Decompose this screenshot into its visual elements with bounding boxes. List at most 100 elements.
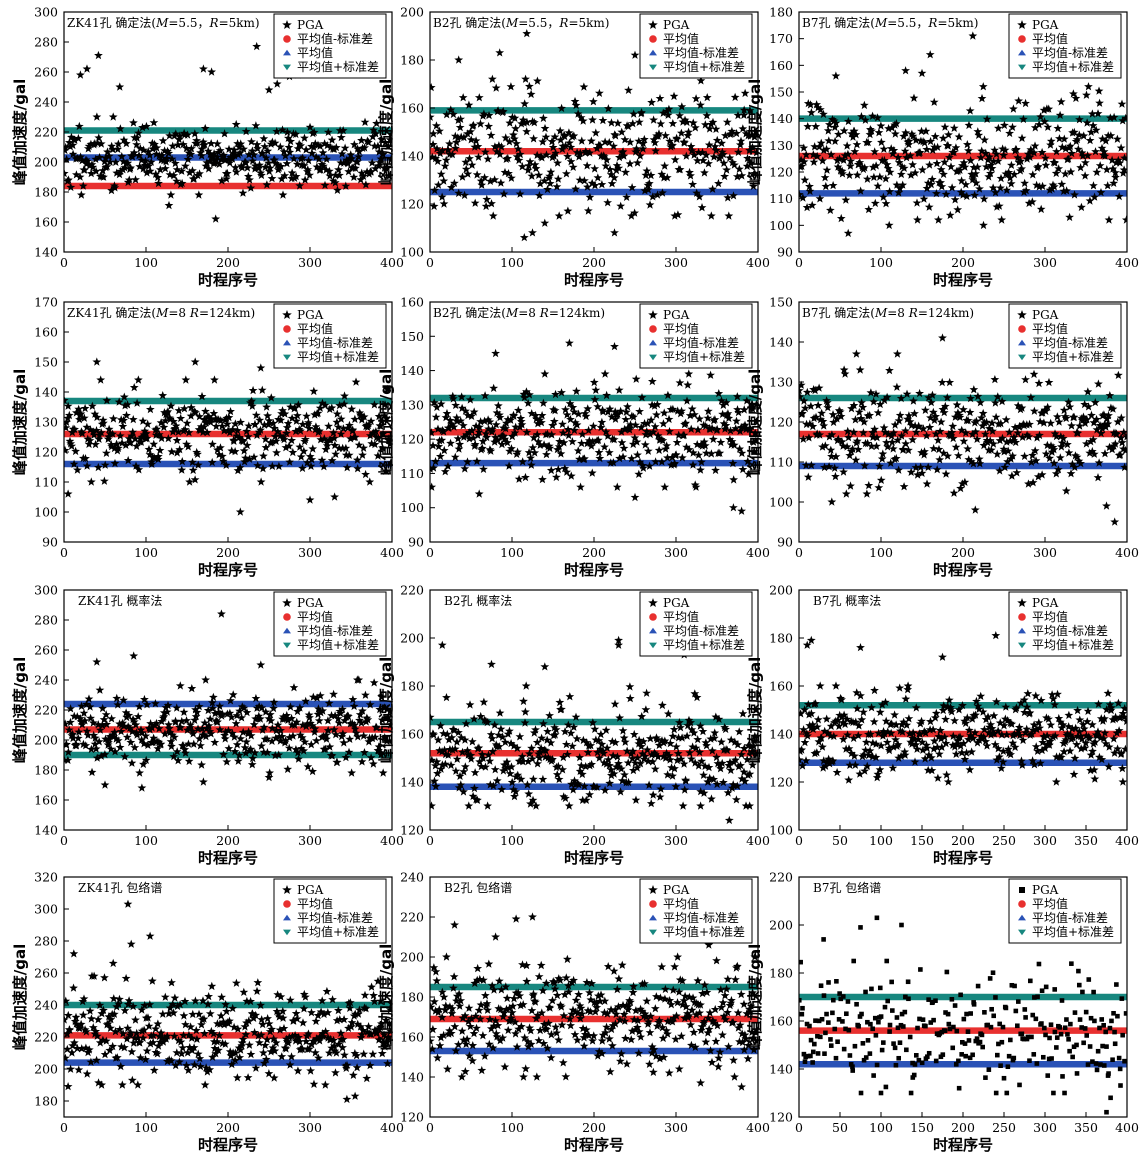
data-point [301,1037,311,1046]
data-point [250,164,260,173]
data-point [434,1005,444,1014]
data-point [326,142,336,152]
data-point [213,717,222,726]
data-point [209,149,219,158]
data-point [345,734,355,743]
data-point [932,158,942,168]
data-point [1093,109,1103,118]
data-point [474,93,484,102]
data-point [852,436,862,445]
data-point [697,203,707,212]
data-point [808,724,818,734]
data-point [658,188,667,197]
data-point [443,750,453,759]
data-point [205,714,215,723]
data-point [799,380,806,389]
data-point [505,118,515,127]
data-point [936,417,946,426]
data-point [534,972,544,981]
data-point [202,158,212,167]
data-point [149,1065,159,1075]
data-point [264,85,274,94]
y-tick-label: 100 [400,500,424,515]
data-point [937,742,947,751]
data-point [522,387,531,396]
data-point [214,1030,224,1040]
data-point [892,119,901,128]
data-point [577,136,587,145]
data-point [301,696,311,705]
data-point [353,1019,363,1028]
data-point [446,438,455,448]
data-point [876,475,886,484]
data-point [1103,419,1113,428]
data-point [474,427,484,436]
data-point [102,448,111,457]
data-point [508,1001,518,1010]
data-point [1005,427,1014,436]
data-point [958,190,968,199]
data-point [436,399,446,408]
y-tick-label: 160 [34,325,58,340]
data-point [731,424,741,433]
chart-title: ZK41孔 确定法(M=5.5，R=5km) [67,15,260,30]
data-point [1010,729,1019,738]
data-point [582,161,592,170]
data-point [440,745,449,754]
data-point [382,162,392,171]
data-point [1111,172,1120,182]
y-tick-label: 200 [769,583,793,598]
data-point [529,774,538,784]
data-point [223,426,233,435]
data-point [829,731,839,740]
data-point [449,972,459,981]
data-point [623,402,632,411]
data-point [920,754,930,763]
data-point [99,715,109,724]
data-point [631,420,640,429]
data-point [1105,391,1115,400]
y-tick-label: 110 [400,466,424,481]
data-point [753,731,758,740]
data-point [431,1006,440,1015]
data-point [946,705,956,714]
data-point [191,712,201,721]
data-point [709,733,719,743]
data-point [64,423,71,432]
data-point [78,1010,88,1019]
data-point [611,1019,620,1028]
data-point [698,156,708,165]
y-tick-label: 160 [400,727,424,742]
data-point [561,973,571,982]
data-point [503,438,512,447]
data-point [605,778,615,788]
data-point [562,739,571,749]
data-point [996,419,1006,428]
data-point [710,415,720,424]
data-point [702,93,712,102]
data-point [331,730,341,739]
data-point [460,1067,470,1076]
data-point [998,757,1008,766]
data-point [1039,418,1049,427]
data-point [311,1016,321,1026]
data-point [189,1043,199,1052]
data-point [728,780,738,789]
data-point [529,134,538,143]
data-point [813,400,823,410]
data-point [634,469,644,478]
data-point [1070,190,1079,199]
data-point [374,433,383,443]
data-point [542,735,552,744]
data-point [673,755,682,765]
data-point [911,740,921,749]
legend-label: 平均值-标准差 [1032,45,1108,60]
data-point [64,747,73,756]
data-point [476,711,486,721]
data-point [848,444,857,453]
x-tick-label: 100 [134,833,158,848]
data-point [221,1000,230,1009]
data-point [537,410,547,420]
data-point [842,489,851,498]
data-point [971,416,981,425]
